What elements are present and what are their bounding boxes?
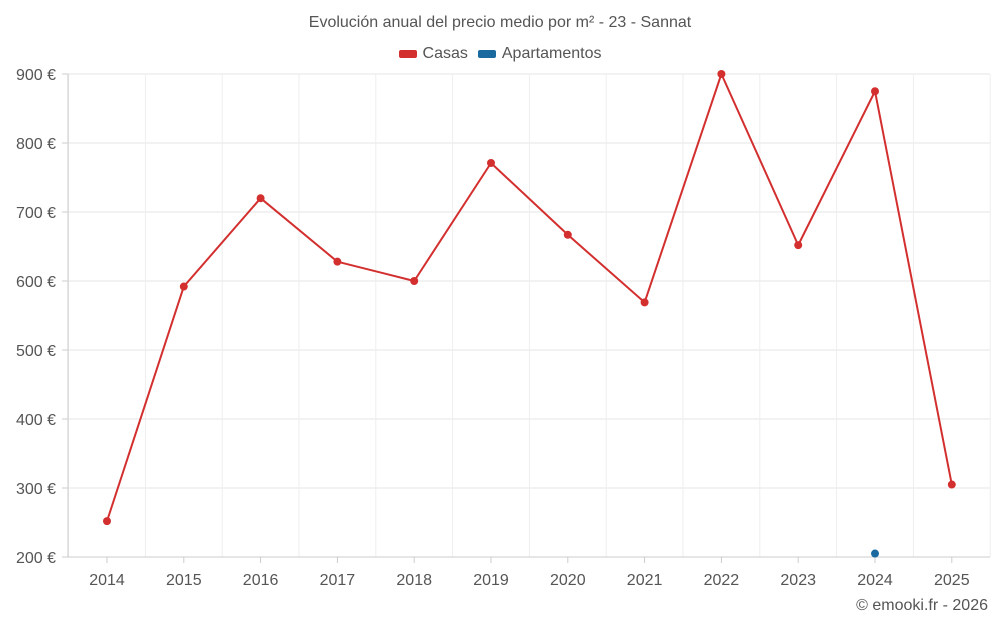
data-point-casas-2016 [256, 194, 265, 203]
legend-swatch-apartamentos [477, 50, 496, 58]
x-tick-label-2019: 2019 [473, 572, 509, 589]
data-point-casas-2018 [410, 277, 419, 285]
x-tick-label-2015: 2015 [166, 572, 202, 589]
y-tick-label-800: 800 € [16, 136, 56, 153]
x-tick-label-2014: 2014 [89, 572, 125, 589]
data-point-casas-2023 [794, 241, 803, 250]
data-point-casas-2015 [179, 282, 188, 291]
x-tick-label-2020: 2020 [550, 572, 586, 589]
data-point-casas-2022 [717, 70, 726, 78]
y-tick-label-900: 900 € [16, 67, 56, 84]
data-point-casas-2019 [487, 159, 495, 168]
x-tick-label-2024: 2024 [857, 572, 893, 589]
data-point-casas-2014 [103, 517, 111, 526]
x-tick-label-2017: 2017 [320, 572, 356, 589]
x-tick-label-2021: 2021 [627, 572, 663, 589]
legend-swatch-casas [398, 50, 417, 58]
x-tick-label-2025: 2025 [934, 572, 970, 589]
data-point-casas-2021 [640, 298, 649, 307]
x-tick-label-2016: 2016 [243, 572, 279, 589]
data-point-casas-2024 [871, 87, 879, 96]
x-tick-label-2022: 2022 [704, 572, 740, 589]
x-tick-label-2023: 2023 [780, 572, 816, 589]
y-tick-label-200: 200 € [16, 550, 56, 567]
data-point-casas-2017 [333, 257, 342, 266]
y-tick-label-400: 400 € [16, 412, 56, 429]
x-tick-label-2018: 2018 [396, 572, 432, 589]
y-tick-label-600: 600 € [16, 274, 56, 291]
legend-item-apartamentos[interactable]: Apartamentos [477, 45, 602, 63]
data-point-apartamentos-2024 [871, 549, 879, 558]
data-point-casas-2020 [563, 230, 572, 239]
y-tick-label-500: 500 € [16, 343, 56, 360]
data-point-casas-2025 [947, 480, 956, 489]
legend-label-apartamentos: Apartamentos [501, 45, 602, 62]
y-tick-label-700: 700 € [16, 205, 56, 222]
credit-text: © emooki.fr - 2026 [856, 597, 988, 614]
series-line-casas [106, 73, 953, 522]
legend-label-casas: Casas [422, 45, 468, 62]
legend-item-casas[interactable]: Casas [398, 45, 468, 63]
y-tick-label-300: 300 € [16, 481, 56, 498]
legend: Casas Apartamentos [0, 45, 1000, 63]
chart-title: Evolución anual del precio medio por m² … [308, 14, 692, 31]
